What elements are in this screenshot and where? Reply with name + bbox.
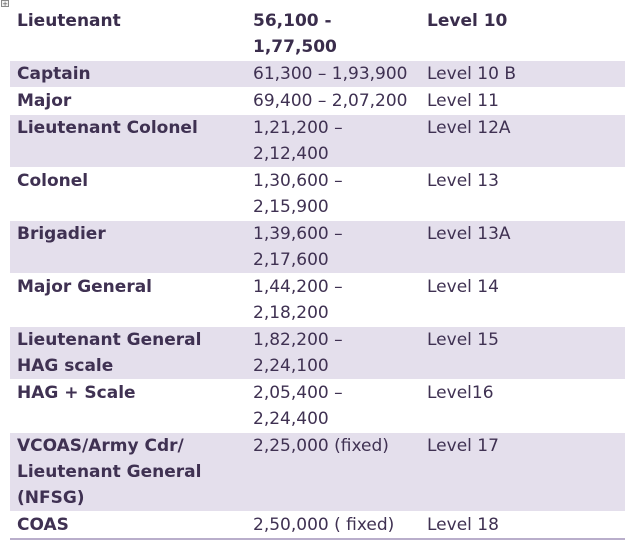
- pay-range-cell: 1,82,200 – 2,24,100: [246, 326, 420, 380]
- pay-range-cell: 61,300 – 1,93,900: [246, 60, 420, 88]
- pay-level-cell: Level 15: [420, 326, 625, 380]
- table-row: COAS 2,50,000 ( fixed) Level 18: [10, 511, 625, 540]
- rank-cell: Major: [10, 87, 246, 115]
- pay-level-cell: Level 10 B: [420, 60, 625, 88]
- pay-range-cell: 1,21,200 – 2,12,400: [246, 114, 420, 168]
- pay-level-cell: Level 10: [420, 7, 625, 61]
- pay-level-cell: Level 12A: [420, 114, 625, 168]
- pay-range-cell: 1,44,200 – 2,18,200: [246, 273, 420, 327]
- pay-level-cell: Level 13A: [420, 220, 625, 274]
- table-row: Major 69,400 – 2,07,200 Level 11: [10, 87, 625, 115]
- pay-scale-table: Lieutenant 56,100 - 1,77,500 Level 10 Ca…: [10, 7, 625, 540]
- pay-level-cell: Level 14: [420, 273, 625, 327]
- rank-cell: Lieutenant General HAG scale: [10, 326, 246, 380]
- pay-range-cell: 69,400 – 2,07,200: [246, 87, 420, 115]
- pay-range-cell: 56,100 - 1,77,500: [246, 7, 420, 61]
- table-row: Lieutenant General HAG scale 1,82,200 – …: [10, 326, 625, 380]
- pay-range-cell: 1,39,600 – 2,17,600: [246, 220, 420, 274]
- pay-range-cell: 2,25,000 (fixed): [246, 432, 420, 512]
- table-row: Lieutenant 56,100 - 1,77,500 Level 10: [10, 7, 625, 61]
- pay-level-cell: Level 17: [420, 432, 625, 512]
- table-row: Lieutenant Colonel 1,21,200 – 2,12,400 L…: [10, 114, 625, 168]
- rank-cell: Brigadier: [10, 220, 246, 274]
- rank-cell: Lieutenant: [10, 7, 246, 61]
- table-row: Major General 1,44,200 – 2,18,200 Level …: [10, 273, 625, 327]
- table-row: Captain 61,300 – 1,93,900 Level 10 B: [10, 60, 625, 88]
- table-row: Brigadier 1,39,600 – 2,17,600 Level 13A: [10, 220, 625, 274]
- pay-range-cell: 1,30,600 – 2,15,900: [246, 167, 420, 221]
- rank-cell: Colonel: [10, 167, 246, 221]
- table-row: VCOAS/Army Cdr/ Lieutenant General (NFSG…: [10, 432, 625, 512]
- table-move-handle-icon[interactable]: +: [1, 0, 9, 8]
- table-row: HAG + Scale 2,05,400 – 2,24,400 Level16: [10, 379, 625, 433]
- pay-level-cell: Level16: [420, 379, 625, 433]
- rank-cell: COAS: [10, 511, 246, 540]
- rank-cell: HAG + Scale: [10, 379, 246, 433]
- pay-level-cell: Level 18: [420, 511, 625, 540]
- rank-cell: VCOAS/Army Cdr/ Lieutenant General (NFSG…: [10, 432, 246, 512]
- rank-cell: Lieutenant Colonel: [10, 114, 246, 168]
- pay-level-cell: Level 13: [420, 167, 625, 221]
- pay-range-cell: 2,05,400 – 2,24,400: [246, 379, 420, 433]
- rank-cell: Captain: [10, 60, 246, 88]
- rank-cell: Major General: [10, 273, 246, 327]
- pay-level-cell: Level 11: [420, 87, 625, 115]
- table-row: Colonel 1,30,600 – 2,15,900 Level 13: [10, 167, 625, 221]
- pay-range-cell: 2,50,000 ( fixed): [246, 511, 420, 540]
